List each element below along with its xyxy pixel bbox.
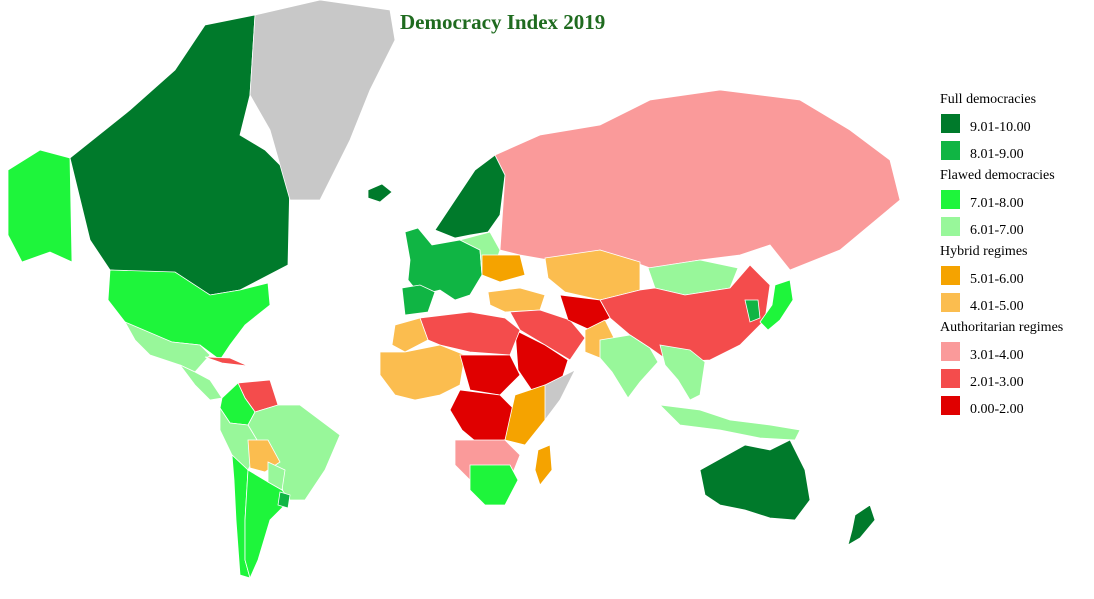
region-west-africa xyxy=(379,344,466,401)
region-ukraine xyxy=(481,254,526,283)
region-korea xyxy=(744,299,761,323)
legend-item: 4.01-5.00 xyxy=(940,289,1090,316)
legend: Full democracies 9.01-10.00 8.01-9.00 Flawe… xyxy=(940,88,1090,419)
region-iberia xyxy=(401,284,436,316)
legend-swatch xyxy=(941,396,960,415)
legend-group-title: Hybrid regimes xyxy=(940,244,1028,259)
map-title: Democracy Index 2019 xyxy=(400,10,606,34)
legend-item: 6.01-7.00 xyxy=(940,213,1090,240)
region-middle-east xyxy=(509,309,586,361)
legend-label: 7.01-8.00 xyxy=(970,196,1024,211)
legend-swatch xyxy=(941,190,960,209)
legend-swatch xyxy=(941,342,960,361)
region-greenland xyxy=(249,0,396,201)
legend-label: 4.01-5.00 xyxy=(970,299,1024,314)
region-uruguay xyxy=(277,491,291,509)
legend-label: 5.01-6.00 xyxy=(970,272,1024,287)
legend-group-title: Full democracies xyxy=(940,92,1037,107)
region-morocco xyxy=(391,317,429,353)
region-paraguay xyxy=(267,461,286,491)
legend-label: 6.01-7.00 xyxy=(970,223,1024,238)
region-central-america xyxy=(179,364,223,401)
legend-label: 8.01-9.00 xyxy=(970,147,1024,162)
legend-item: 9.01-10.00 xyxy=(940,110,1090,137)
legend-swatch xyxy=(941,266,960,285)
region-sahel xyxy=(459,354,521,396)
region-russia xyxy=(494,89,901,271)
legend-item: 5.01-6.00 xyxy=(940,262,1090,289)
region-scandinavia xyxy=(434,154,506,239)
region-western-europe xyxy=(404,227,483,301)
legend-swatch xyxy=(941,293,960,312)
legend-label: 9.01-10.00 xyxy=(970,120,1031,135)
region-horn-of-africa xyxy=(544,369,576,422)
legend-swatch xyxy=(941,369,960,388)
legend-swatch xyxy=(941,114,960,133)
legend-swatch xyxy=(941,217,960,236)
region-cuba xyxy=(204,356,249,367)
region-south-africa xyxy=(469,464,519,506)
region-india xyxy=(599,334,659,399)
region-madagascar xyxy=(534,444,553,486)
legend-label: 3.01-4.00 xyxy=(970,348,1024,363)
region-australia xyxy=(699,439,811,521)
legend-item: 7.01-8.00 xyxy=(940,186,1090,213)
legend-label: 0.00-2.00 xyxy=(970,402,1024,417)
legend-item: 2.01-3.00 xyxy=(940,365,1090,392)
region-japan xyxy=(759,279,794,331)
legend-item: 3.01-4.00 xyxy=(940,338,1090,365)
legend-item: 0.00-2.00 xyxy=(940,392,1090,419)
region-iceland xyxy=(367,183,393,203)
region-southeast-asia xyxy=(659,344,706,401)
legend-group-title: Authoritarian regimes xyxy=(940,320,1064,335)
legend-group-title: Flawed democracies xyxy=(940,168,1055,183)
legend-swatch xyxy=(941,141,960,160)
region-new-zealand xyxy=(847,504,876,546)
region-indonesia xyxy=(658,404,801,441)
legend-label: 2.01-3.00 xyxy=(970,375,1024,390)
region-kazakhstan xyxy=(544,249,641,301)
region-central-africa xyxy=(449,389,516,446)
legend-item: 8.01-9.00 xyxy=(940,137,1090,164)
region-turkey xyxy=(487,287,546,313)
region-alaska xyxy=(7,149,73,263)
